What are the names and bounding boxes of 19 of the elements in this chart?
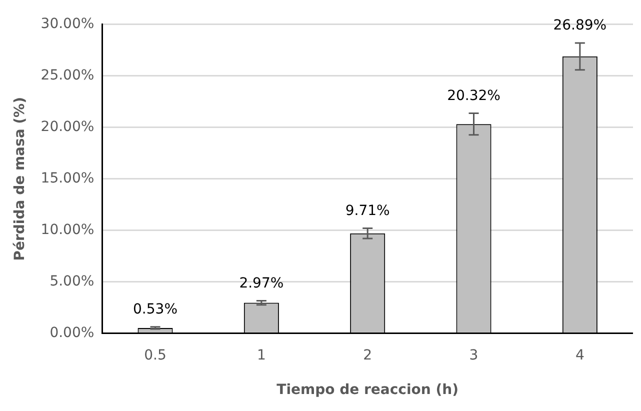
- y-tick-label: 15.00%: [40, 170, 94, 187]
- data-label: 0.53%: [133, 302, 178, 318]
- y-tick-label: 25.00%: [40, 68, 94, 84]
- x-tick-label: 0.5: [144, 347, 166, 364]
- y-tick-label: 5.00%: [50, 274, 94, 290]
- x-tick-label: 3: [469, 347, 478, 364]
- y-axis-title: Pérdida de masa (%): [12, 97, 28, 261]
- data-label: 26.89%: [553, 18, 607, 34]
- y-tick-label: 20.00%: [40, 119, 94, 136]
- x-tick-label: 1: [256, 347, 266, 364]
- x-tick-label: 4: [575, 347, 584, 364]
- y-tick-label: 0.00%: [50, 325, 94, 342]
- data-label: 20.32%: [447, 88, 500, 104]
- x-axis-title: Tiempo de reaccion (h): [276, 382, 458, 398]
- data-label: 9.71%: [345, 202, 390, 219]
- y-tick-label: 30.00%: [40, 16, 94, 32]
- y-tick-label: 10.00%: [40, 222, 94, 238]
- x-tick-label: 2: [363, 347, 372, 364]
- data-label: 2.97%: [239, 275, 284, 292]
